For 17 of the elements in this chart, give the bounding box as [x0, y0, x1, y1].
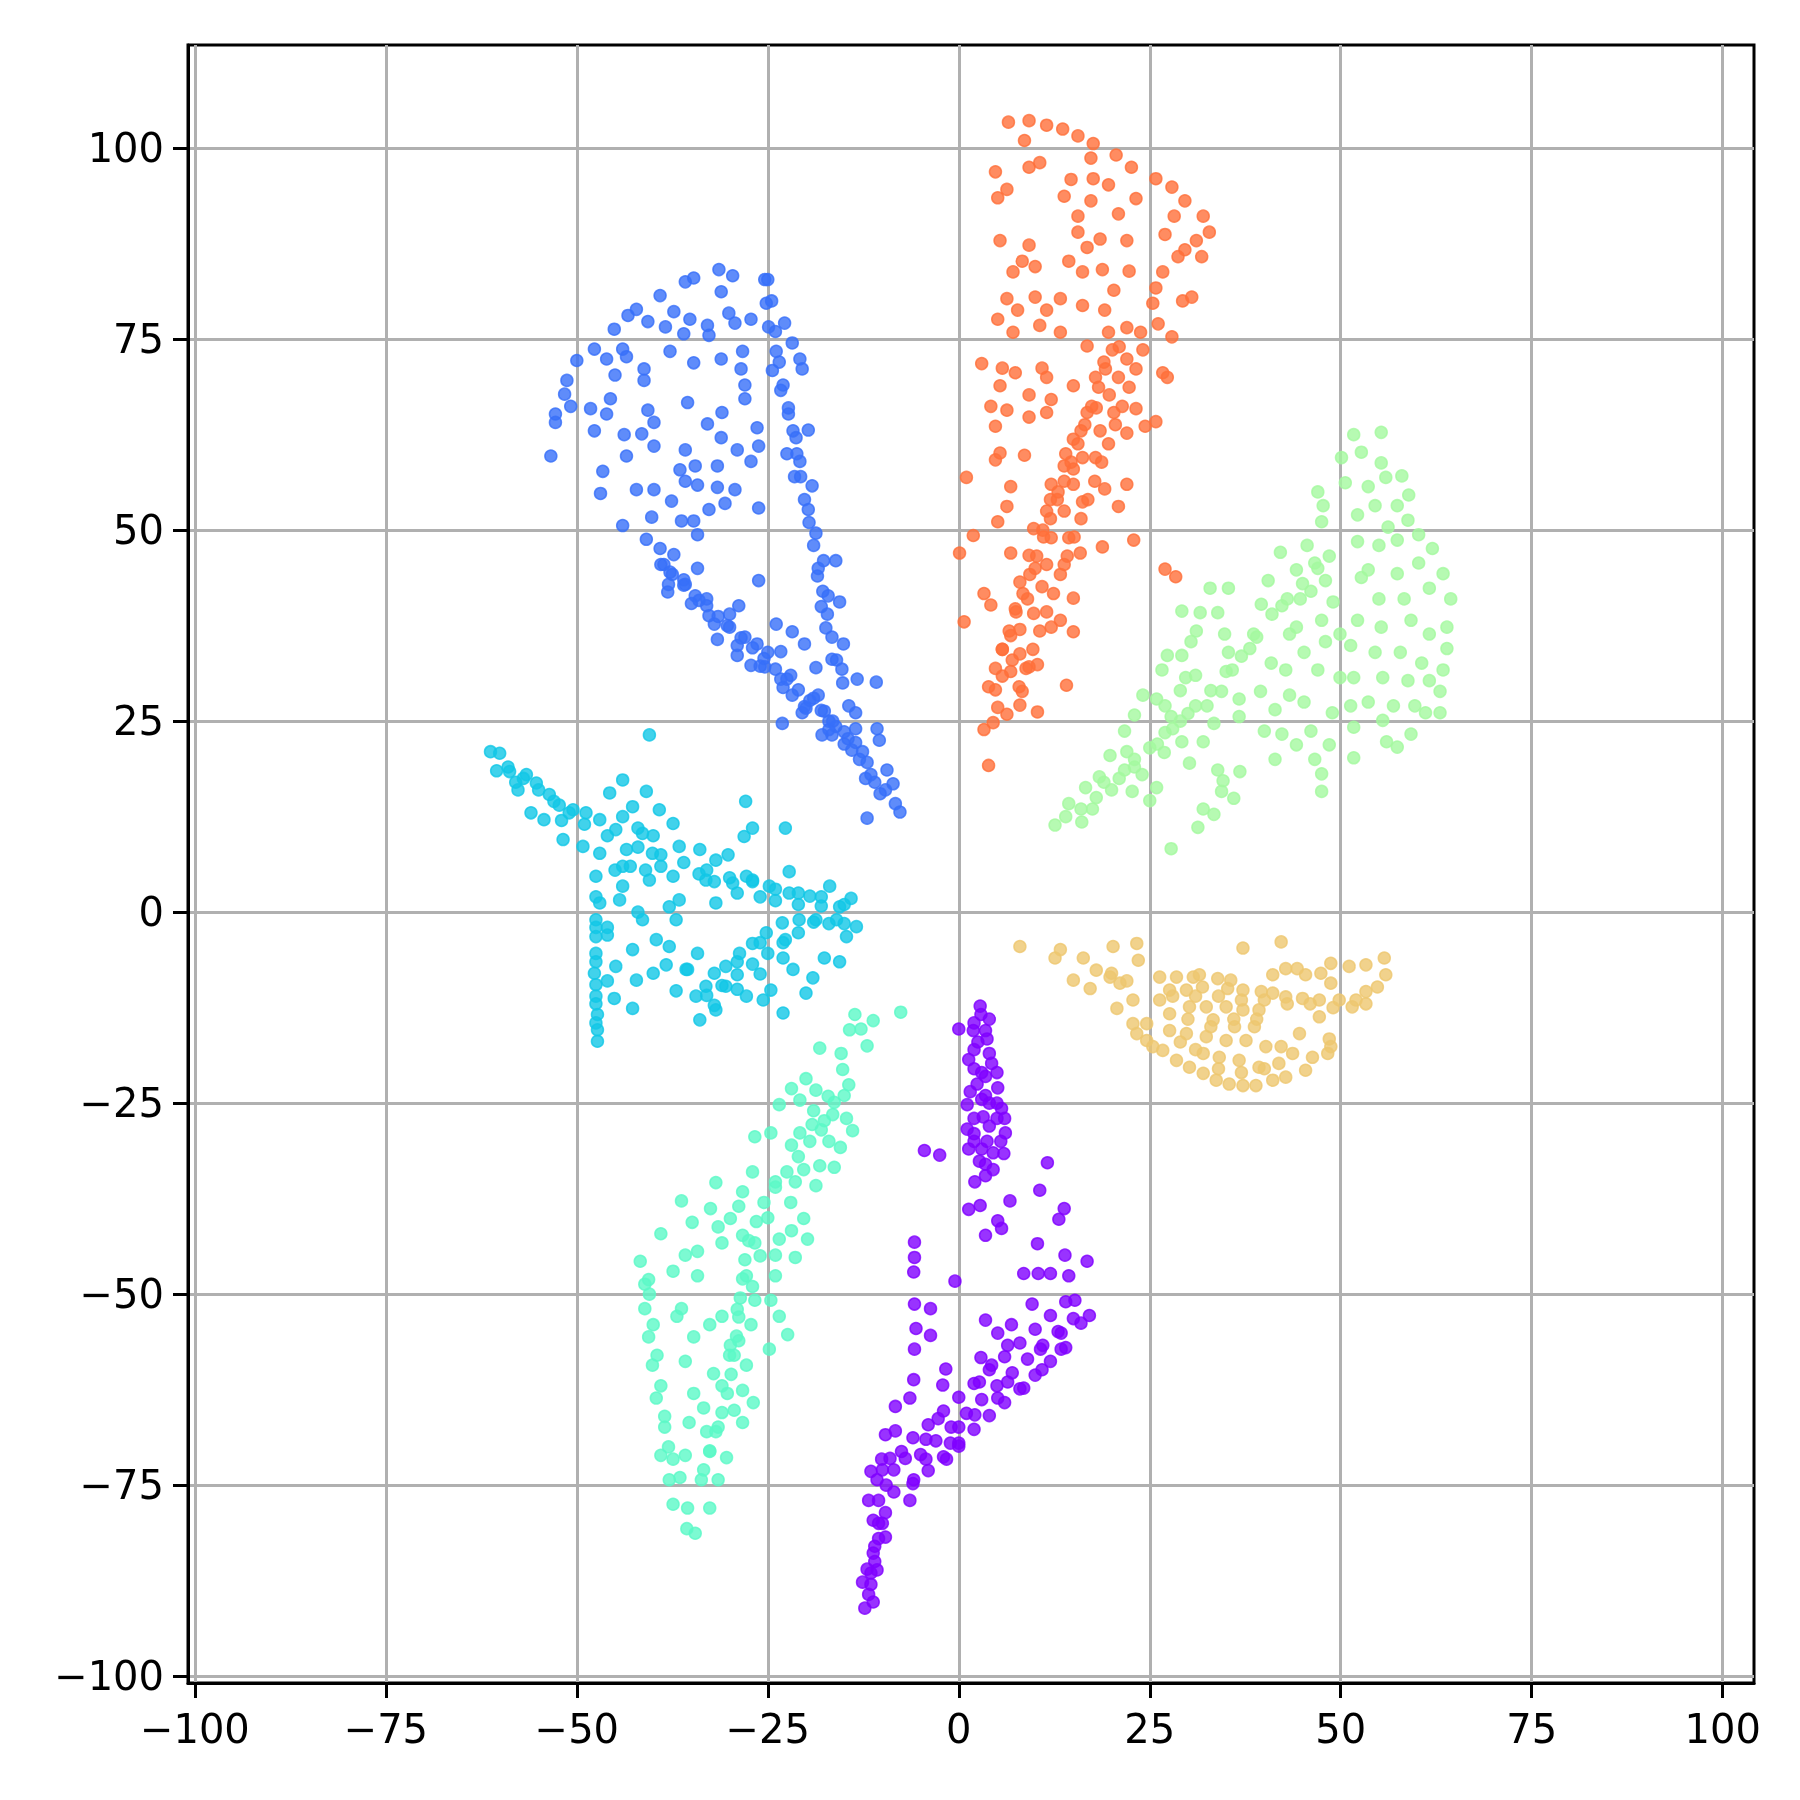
x-tick-label: −75 [343, 1706, 429, 1752]
y-tick-label: 100 [87, 125, 164, 172]
x-tick-label: 100 [1684, 1706, 1761, 1752]
y-tick-label: 50 [113, 507, 164, 554]
y-tick-label: −50 [79, 1271, 164, 1318]
x-tick-label: 50 [1315, 1706, 1367, 1752]
x-tick-label: 75 [1506, 1706, 1558, 1752]
x-tick-label: −25 [725, 1706, 811, 1752]
y-tick-label: 0 [138, 889, 164, 936]
y-tick-label: 25 [113, 698, 164, 745]
x-tick-label: 0 [946, 1706, 972, 1752]
x-tick-label: −50 [534, 1706, 620, 1752]
y-tick-label: −100 [54, 1653, 164, 1700]
y-tick-label: −25 [79, 1080, 164, 1127]
y-tick-label: 75 [113, 316, 164, 363]
y-tick-label: −75 [79, 1462, 164, 1509]
x-tick-label: 25 [1124, 1706, 1176, 1752]
